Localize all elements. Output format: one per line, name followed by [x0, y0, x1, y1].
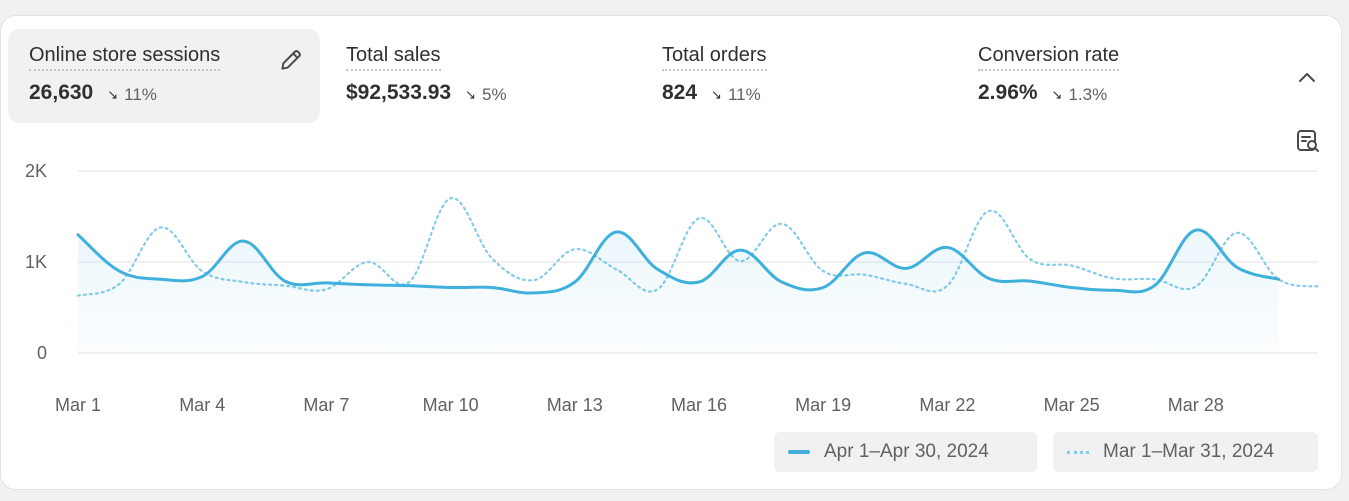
series-line-current	[76, 228, 1281, 295]
metric-tile-total-orders[interactable]: Total orders 824 ↘ 11%	[641, 29, 951, 123]
metric-value: 26,630	[29, 81, 94, 104]
x-tick-label: Mar 16	[671, 395, 727, 415]
x-tick-label: Mar 4	[179, 395, 225, 415]
metric-value: $92,533.93	[346, 81, 452, 104]
legend-swatch-solid	[788, 450, 810, 454]
x-tick-label: Mar 28	[1168, 395, 1224, 415]
y-tick-label: 1K	[25, 252, 47, 272]
legend-swatch-dotted	[1067, 450, 1089, 454]
y-tick-label: 2K	[25, 161, 47, 181]
metric-label: Online store sessions	[29, 43, 221, 71]
chart-search-icon[interactable]	[1295, 128, 1321, 154]
arrow-down-right-icon: ↘	[1051, 87, 1063, 102]
metric-label: Conversion rate	[978, 43, 1120, 71]
legend-item-comparison-period[interactable]: Mar 1–Mar 31, 2024	[1053, 432, 1318, 472]
series-area-current	[78, 229, 1279, 353]
metric-tile-conversion-rate[interactable]: Conversion rate 2.96% ↘ 1.3%	[957, 29, 1267, 123]
arrow-down-right-icon: ↘	[465, 87, 477, 102]
x-tick-label: Mar 22	[919, 395, 975, 415]
metric-label: Total sales	[346, 43, 441, 71]
x-tick-label: Mar 19	[795, 395, 851, 415]
arrow-down-right-icon: ↘	[107, 87, 119, 102]
metric-change: ↘ 11%	[107, 85, 157, 104]
x-tick-label: Mar 25	[1044, 395, 1100, 415]
x-tick-label: Mar 13	[547, 395, 603, 415]
metric-change: ↘ 11%	[711, 85, 761, 104]
sessions-line-chart: 0 1K 2K Mar 1 Mar 4 Mar 7 Mar 10 Mar 13 Mar 16 Ma…	[25, 161, 1322, 415]
x-tick-label: Mar 7	[303, 395, 349, 415]
legend-label: Mar 1–Mar 31, 2024	[1103, 441, 1275, 462]
metric-change: ↘ 5%	[465, 85, 507, 104]
x-tick-label: Mar 10	[423, 395, 479, 415]
metric-label: Total orders	[662, 43, 767, 71]
arrow-down-right-icon: ↘	[711, 87, 722, 102]
metric-tile-online-store-sessions[interactable]: Online store sessions 26,630 ↘ 11%	[8, 29, 320, 123]
metric-value: 824	[662, 81, 698, 104]
metric-change: ↘ 1.3%	[1051, 85, 1108, 104]
series-line-comparison	[76, 197, 1322, 297]
pencil-icon[interactable]	[278, 47, 304, 73]
y-tick-label: 0	[37, 343, 47, 363]
x-tick-label: Mar 1	[55, 395, 101, 415]
metric-value: 2.96%	[978, 81, 1038, 104]
chevron-up-icon[interactable]	[1295, 66, 1319, 90]
sessions-report-card: Online store sessions 26,630 ↘ 11% Total…	[0, 15, 1342, 490]
legend-label: Apr 1–Apr 30, 2024	[824, 441, 989, 462]
legend-item-current-period[interactable]: Apr 1–Apr 30, 2024	[774, 432, 1037, 472]
metric-tile-total-sales[interactable]: Total sales $92,533.93 ↘ 5%	[325, 29, 635, 123]
